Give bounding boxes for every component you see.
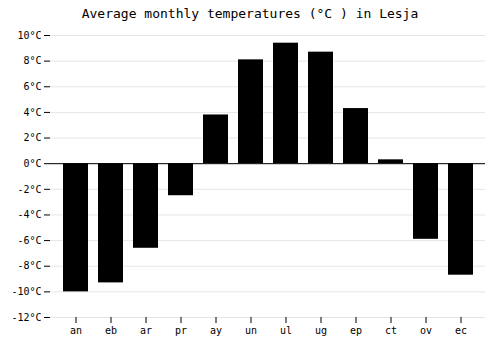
html-text:Average monthly temperatures (: Average monthly temperatures (°C ) in Le…: [81, 6, 419, 21]
svg-text:ay: ay: [210, 325, 222, 336]
svg-text:-6°C: -6°C: [17, 235, 41, 246]
svg-text:ep: ep: [350, 325, 362, 336]
svg-text:un: un: [245, 325, 257, 336]
svg-text:-2°C: -2°C: [17, 184, 41, 195]
svg-text:an: an: [70, 325, 82, 336]
svg-text:ov: ov: [420, 325, 432, 336]
svg-text:6°C: 6°C: [23, 81, 41, 92]
svg-text:-4°C: -4°C: [17, 209, 41, 220]
svg-text:eb: eb: [105, 325, 117, 336]
svg-text:2°C: 2°C: [23, 132, 41, 143]
svg-text:ul: ul: [280, 325, 292, 336]
svg-text:-12°C: -12°C: [11, 312, 41, 323]
svg-text:ec: ec: [455, 325, 467, 336]
svg-text:-8°C: -8°C: [17, 260, 41, 271]
svg-text:10°C: 10°C: [17, 30, 41, 41]
svg-text:pr: pr: [175, 325, 187, 336]
svg-text:ar: ar: [140, 325, 152, 336]
svg-text:4°C: 4°C: [23, 107, 41, 118]
svg-text:-10°C: -10°C: [11, 286, 41, 297]
svg-text:8°C: 8°C: [23, 55, 41, 66]
svg-text:ct: ct: [385, 325, 397, 336]
svg-text:0°C: 0°C: [23, 158, 41, 169]
svg-text:ug: ug: [315, 325, 327, 336]
